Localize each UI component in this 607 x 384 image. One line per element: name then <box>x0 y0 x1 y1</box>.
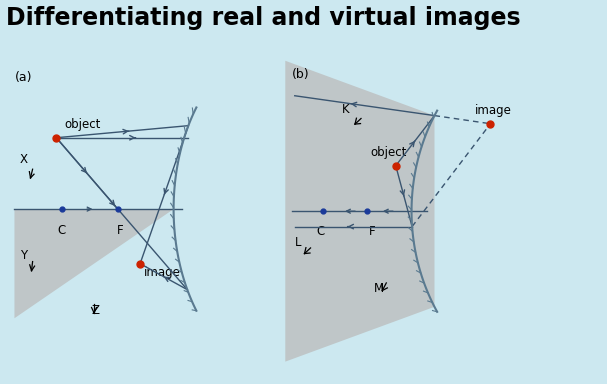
Text: object: object <box>370 146 407 159</box>
Text: M: M <box>374 282 384 295</box>
Text: F: F <box>369 225 375 238</box>
Polygon shape <box>285 61 435 362</box>
Text: C: C <box>58 224 66 237</box>
Polygon shape <box>15 209 174 318</box>
Text: X: X <box>20 153 28 166</box>
Text: image: image <box>144 266 181 279</box>
Text: (a): (a) <box>15 71 32 84</box>
Text: Z: Z <box>92 304 100 317</box>
Text: C: C <box>316 225 324 238</box>
Text: F: F <box>117 224 124 237</box>
Text: Differentiating real and virtual images: Differentiating real and virtual images <box>6 6 521 30</box>
Text: L: L <box>295 236 301 249</box>
Text: K: K <box>342 103 350 116</box>
Text: Y: Y <box>20 250 27 263</box>
Text: image: image <box>475 104 512 117</box>
Text: (b): (b) <box>291 68 309 81</box>
Text: object: object <box>65 118 101 131</box>
